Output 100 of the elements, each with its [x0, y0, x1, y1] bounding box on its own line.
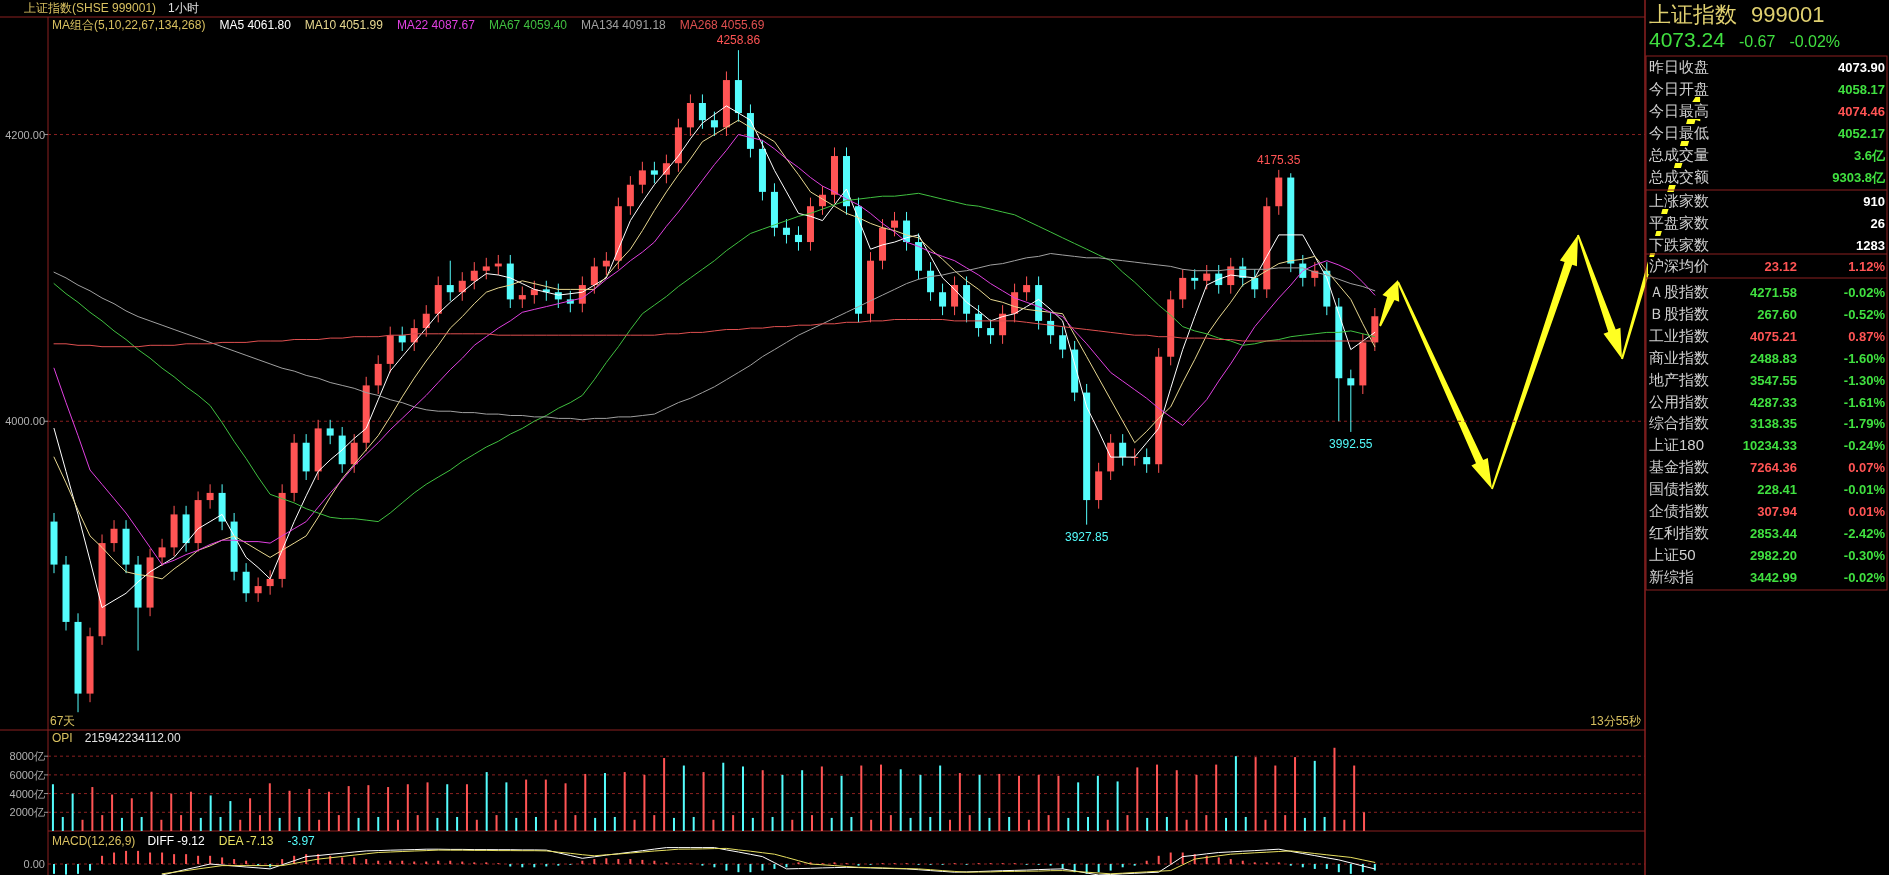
- bar: [978, 774, 981, 831]
- bar: [672, 817, 675, 831]
- bar: [268, 783, 271, 831]
- candlestick: [987, 318, 995, 345]
- bar: [341, 857, 344, 864]
- annotation: 3992.55: [1329, 436, 1373, 451]
- bar: [1349, 864, 1352, 874]
- annotation: 4258.86: [716, 33, 761, 48]
- text: -0.02%: [1789, 33, 1841, 50]
- text: -0.52%: [1843, 306, 1886, 322]
- bar: [1037, 774, 1040, 831]
- text: 企债指数: [1649, 502, 1709, 519]
- text: 公用指数: [1649, 392, 1709, 410]
- bar: [1215, 764, 1218, 831]
- bar: [111, 794, 114, 831]
- bar: [219, 816, 222, 831]
- candlestick: [638, 161, 646, 194]
- bar: [298, 816, 301, 831]
- bar: [692, 816, 695, 831]
- bar: [594, 817, 597, 831]
- bar: [1303, 817, 1306, 831]
- bar: [574, 815, 577, 831]
- bar: [1363, 812, 1366, 831]
- text: Ｂ股指数: [1649, 304, 1709, 322]
- candlestick: [1119, 433, 1127, 467]
- bar: [899, 769, 902, 831]
- bar: [958, 773, 961, 831]
- bar: [173, 854, 176, 864]
- y-tick-label: 4000.00: [5, 415, 45, 428]
- chart-title: OPI: [52, 731, 73, 745]
- text: 商业指数: [1649, 348, 1709, 366]
- text: 综合指数: [1649, 414, 1709, 432]
- text: 4073.24: [1649, 28, 1726, 51]
- text: 沪深均价: [1649, 257, 1709, 274]
- text: 上涨家数: [1649, 192, 1709, 209]
- bar: [712, 819, 715, 831]
- text: 23.12: [1764, 259, 1797, 274]
- text: 2982.20: [1750, 547, 1797, 563]
- candlestick: [326, 419, 334, 445]
- bar: [318, 819, 321, 831]
- bar: [1087, 816, 1090, 831]
- text: 2488.83: [1750, 350, 1797, 366]
- candlestick: [470, 261, 478, 290]
- bar: [860, 765, 863, 831]
- bar: [426, 782, 429, 831]
- text: 总成交额: [1648, 168, 1709, 185]
- bar: [125, 850, 128, 864]
- bar: [1136, 767, 1139, 831]
- bar: [406, 784, 409, 831]
- text: 今日最低: [1649, 124, 1709, 141]
- candlestick: [1023, 275, 1031, 302]
- bar: [1057, 775, 1060, 831]
- text: -0.24%: [1843, 438, 1886, 454]
- bar: [1175, 770, 1178, 831]
- bar: [199, 817, 202, 831]
- bar: [781, 774, 784, 831]
- bar: [1313, 864, 1316, 869]
- candlestick: [927, 261, 935, 302]
- bar: [909, 817, 912, 831]
- bar: [870, 819, 873, 831]
- bar: [281, 859, 284, 864]
- bar: [53, 864, 55, 874]
- bar: [737, 864, 740, 873]
- text: 9303.8亿: [1832, 170, 1886, 185]
- bar: [160, 819, 163, 831]
- bar: [1313, 760, 1316, 831]
- candlestick: [939, 283, 947, 316]
- bar: [629, 859, 632, 864]
- text: 4075.21: [1750, 328, 1797, 344]
- bar: [1067, 817, 1070, 831]
- bar: [396, 819, 399, 831]
- bar: [820, 766, 823, 831]
- text: -1.60%: [1843, 350, 1886, 366]
- bar: [725, 864, 728, 871]
- annotation: 13分55秒: [1590, 714, 1641, 728]
- bar: [1225, 817, 1228, 831]
- bar: [1234, 756, 1237, 831]
- line-series: [53, 253, 1376, 421]
- bar: [185, 854, 188, 864]
- text: -2.42%: [1843, 525, 1886, 541]
- bar: [919, 774, 922, 831]
- y-tick-label: 4200.00: [5, 128, 45, 141]
- y-tick-label: 6000亿: [9, 768, 45, 781]
- text: 3138.35: [1750, 416, 1797, 432]
- bar: [939, 765, 942, 831]
- ref-line-label: 0.00: [23, 858, 45, 870]
- bar: [353, 857, 356, 864]
- legend-title: MA组合(5,10,22,67,134,268): [52, 18, 206, 32]
- text: 2853.44: [1750, 525, 1798, 541]
- bar: [1047, 815, 1050, 831]
- candlestick: [158, 538, 166, 567]
- bar: [1077, 782, 1080, 831]
- bar: [1008, 816, 1011, 831]
- bar: [544, 779, 547, 831]
- bar: [81, 819, 84, 831]
- bar: [617, 859, 620, 864]
- bar: [308, 788, 311, 831]
- bar: [436, 817, 439, 831]
- bar: [239, 819, 242, 831]
- text: 3442.99: [1750, 569, 1797, 585]
